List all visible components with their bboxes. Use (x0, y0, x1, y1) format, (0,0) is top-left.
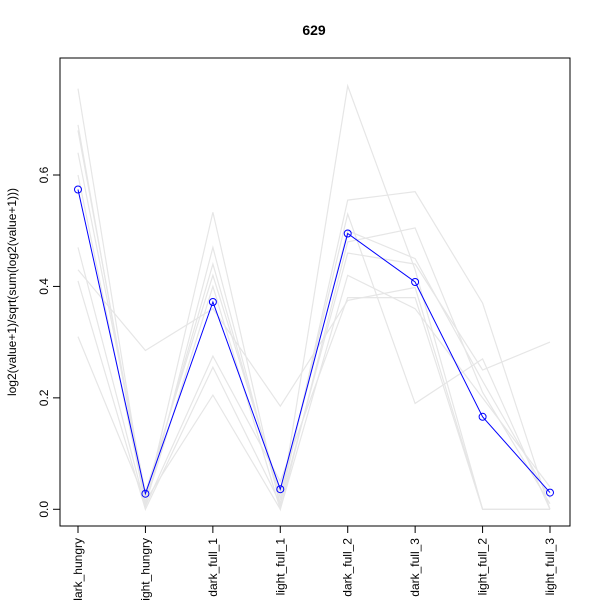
x-axis: dark_hungry light_hungry dark_full_1 light_… (71, 525, 557, 600)
background-series-line (77, 274, 551, 511)
background-series-line (77, 252, 551, 511)
x-tick-label: light_full_1 (273, 538, 287, 596)
x-tick-label: light_full_3 (543, 538, 557, 596)
background-series-line (77, 174, 551, 512)
y-axis: 0.0 0.2 0.4 0.6 (37, 166, 61, 518)
highlight-point (276, 485, 285, 494)
highlight-point (546, 488, 554, 497)
y-tick-label: 0.2 (37, 389, 51, 406)
highlight-point (74, 185, 82, 194)
chart-title: 629 (302, 22, 326, 38)
x-tick-label: dark_hungry (71, 538, 85, 600)
highlight-point (411, 278, 420, 286)
highlight-point (141, 489, 150, 498)
y-tick-label: 0.4 (37, 278, 51, 295)
y-axis-label: log2(value+1)/sqrt(sum(log2(value+1))) (5, 188, 19, 396)
x-tick-label: light_full_2 (476, 538, 490, 596)
x-tick-label: dark_full_3 (408, 538, 422, 597)
background-series-line (77, 124, 551, 510)
y-tick-label: 0.0 (37, 501, 51, 518)
background-series-line (77, 269, 550, 510)
x-tick-label: light_hungry (138, 538, 152, 600)
highlight-point (208, 298, 217, 306)
highlight-point (343, 229, 352, 238)
highlight-series-group (74, 185, 554, 498)
y-tick-label: 0.6 (37, 166, 51, 183)
x-tick-label: dark_full_2 (341, 538, 355, 597)
highlight-point (478, 412, 487, 421)
background-series-group (77, 83, 551, 512)
highlight-series-line (77, 189, 551, 496)
x-tick-label: dark_full_1 (206, 538, 220, 597)
